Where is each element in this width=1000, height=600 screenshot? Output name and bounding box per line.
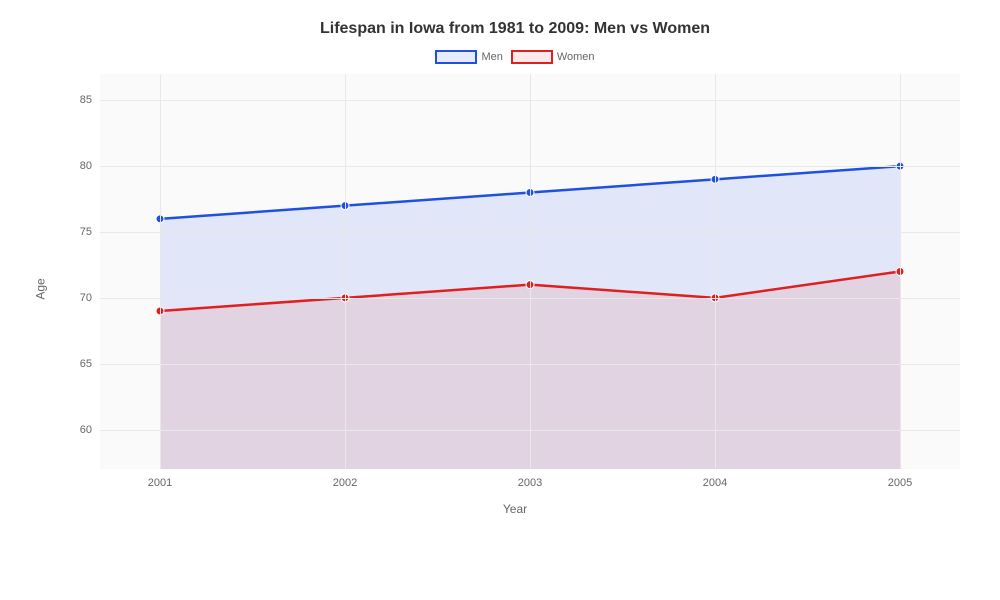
plot-wrap: Age 60657075808520012002200320042005 Yea… [60,74,970,504]
y-tick-label: 80 [80,160,100,172]
x-tick-label: 2003 [518,477,542,489]
legend-label-women: Women [557,51,595,63]
chart-container: Lifespan in Iowa from 1981 to 2009: Men … [0,0,1000,600]
gridline-v [900,74,901,469]
gridline-v [530,74,531,469]
y-tick-label: 60 [80,424,100,436]
x-tick-label: 2005 [888,477,912,489]
gridline-v [715,74,716,469]
y-tick-label: 75 [80,226,100,238]
x-axis-label: Year [503,502,527,516]
gridline-v [160,74,161,469]
x-tick-label: 2004 [703,477,727,489]
legend-item-women[interactable]: Women [511,50,595,64]
y-axis-label: Age [34,278,48,299]
y-tick-label: 85 [80,94,100,106]
legend-swatch-women [511,50,553,64]
x-tick-label: 2001 [148,477,172,489]
x-tick-label: 2002 [333,477,357,489]
legend-item-men[interactable]: Men [435,50,502,64]
y-tick-label: 70 [80,292,100,304]
legend-label-men: Men [481,51,502,63]
y-tick-label: 65 [80,358,100,370]
legend-swatch-men [435,50,477,64]
chart-legend: Men Women [60,50,970,64]
chart-title: Lifespan in Iowa from 1981 to 2009: Men … [60,20,970,38]
plot-area: 60657075808520012002200320042005 [100,74,960,469]
gridline-v [345,74,346,469]
